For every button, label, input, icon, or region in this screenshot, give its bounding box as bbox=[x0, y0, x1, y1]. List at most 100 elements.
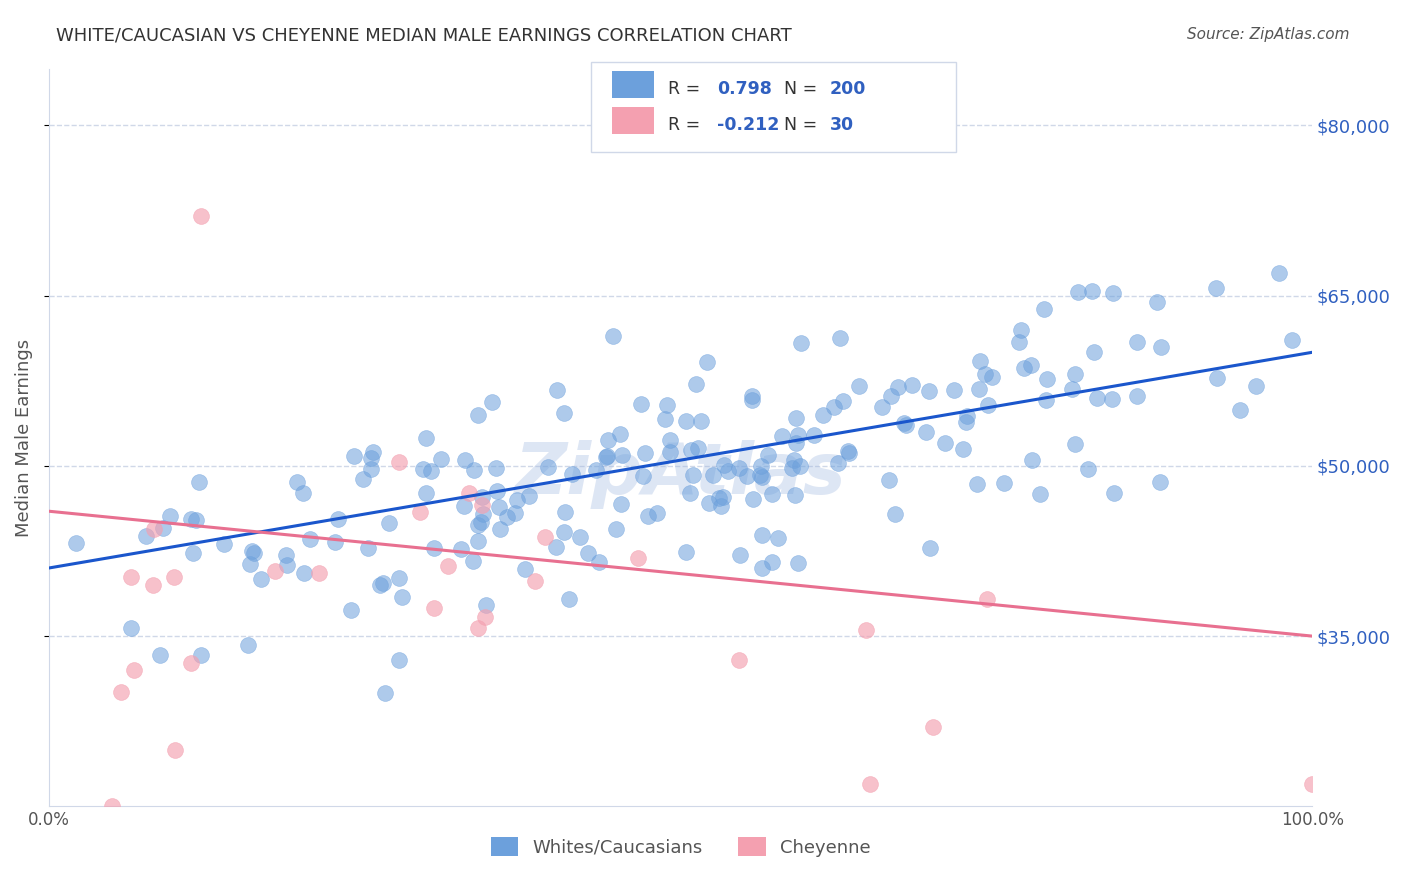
Point bbox=[728, 549, 751, 563]
Point bbox=[388, 653, 411, 667]
Point bbox=[1008, 334, 1031, 349]
Point bbox=[735, 468, 758, 483]
Point bbox=[343, 449, 366, 463]
Point bbox=[976, 398, 998, 412]
Point bbox=[785, 410, 807, 425]
Point bbox=[467, 533, 489, 548]
Point bbox=[630, 397, 652, 411]
Point bbox=[896, 417, 918, 432]
Point bbox=[187, 475, 209, 489]
Point bbox=[880, 389, 903, 403]
Point bbox=[596, 449, 619, 463]
Point bbox=[419, 464, 441, 478]
Point bbox=[756, 448, 779, 462]
Point bbox=[1067, 285, 1090, 299]
Point bbox=[837, 443, 859, 458]
Text: R =: R = bbox=[668, 116, 706, 134]
Point bbox=[1063, 367, 1085, 381]
Point bbox=[751, 560, 773, 574]
Point bbox=[749, 468, 772, 483]
Point bbox=[1150, 340, 1173, 354]
Point bbox=[475, 598, 498, 612]
Point bbox=[1085, 392, 1108, 406]
Text: N =: N = bbox=[773, 80, 823, 98]
Point bbox=[186, 513, 208, 527]
Point bbox=[647, 507, 669, 521]
Point bbox=[110, 685, 132, 699]
Point bbox=[544, 540, 567, 554]
Point bbox=[415, 486, 437, 500]
Point bbox=[388, 455, 411, 469]
Point bbox=[823, 400, 845, 414]
Point bbox=[101, 799, 124, 814]
Point bbox=[422, 600, 444, 615]
Point bbox=[605, 522, 627, 536]
Point bbox=[1102, 286, 1125, 301]
Point bbox=[966, 477, 988, 491]
Point bbox=[980, 369, 1002, 384]
Point bbox=[291, 485, 314, 500]
Point bbox=[751, 528, 773, 542]
Point bbox=[976, 591, 998, 606]
Point bbox=[180, 512, 202, 526]
Point bbox=[973, 367, 995, 381]
Point bbox=[675, 545, 697, 559]
Point bbox=[470, 515, 492, 529]
Point bbox=[276, 558, 298, 572]
Point bbox=[236, 638, 259, 652]
Point bbox=[893, 416, 915, 430]
Point bbox=[467, 518, 489, 533]
Point bbox=[142, 578, 165, 592]
Point bbox=[830, 331, 852, 345]
Point bbox=[768, 531, 790, 545]
Point bbox=[596, 434, 619, 448]
Point bbox=[409, 505, 432, 519]
Point bbox=[368, 577, 391, 591]
Point bbox=[870, 400, 893, 414]
Point bbox=[576, 546, 599, 560]
Point bbox=[749, 459, 772, 474]
Point bbox=[553, 406, 575, 420]
Point bbox=[534, 530, 557, 544]
Point bbox=[713, 458, 735, 473]
Point bbox=[956, 409, 979, 424]
Text: WHITE/CAUCASIAN VS CHEYENNE MEDIAN MALE EARNINGS CORRELATION CHART: WHITE/CAUCASIAN VS CHEYENNE MEDIAN MALE … bbox=[56, 27, 792, 45]
Point bbox=[180, 657, 202, 671]
Point bbox=[120, 570, 142, 584]
Point bbox=[1021, 453, 1043, 467]
Point bbox=[831, 393, 853, 408]
Point bbox=[264, 564, 287, 578]
Point bbox=[783, 488, 806, 502]
Point bbox=[696, 355, 718, 369]
Point bbox=[686, 442, 709, 456]
Point bbox=[741, 392, 763, 407]
Point bbox=[877, 473, 900, 487]
Point bbox=[558, 591, 581, 606]
Point bbox=[1035, 372, 1057, 386]
Text: R =: R = bbox=[668, 80, 706, 98]
Point bbox=[883, 507, 905, 521]
Point bbox=[659, 433, 682, 447]
Point bbox=[388, 571, 411, 585]
Point bbox=[292, 566, 315, 580]
Point bbox=[453, 453, 475, 467]
Point bbox=[357, 541, 380, 555]
Point bbox=[637, 508, 659, 523]
Point bbox=[610, 448, 633, 462]
Point bbox=[770, 429, 793, 443]
Point bbox=[710, 499, 733, 513]
Point bbox=[838, 445, 860, 459]
Point bbox=[453, 499, 475, 513]
Point bbox=[122, 663, 145, 677]
Text: 200: 200 bbox=[830, 80, 866, 98]
Point bbox=[1033, 301, 1056, 316]
Point bbox=[1012, 361, 1035, 376]
Y-axis label: Median Male Earnings: Median Male Earnings bbox=[15, 338, 32, 536]
Point bbox=[855, 623, 877, 637]
Text: 0.798: 0.798 bbox=[717, 80, 772, 98]
Point bbox=[1062, 382, 1084, 396]
Point bbox=[689, 414, 711, 428]
Point bbox=[654, 412, 676, 426]
Point bbox=[1102, 485, 1125, 500]
Point bbox=[713, 491, 735, 505]
